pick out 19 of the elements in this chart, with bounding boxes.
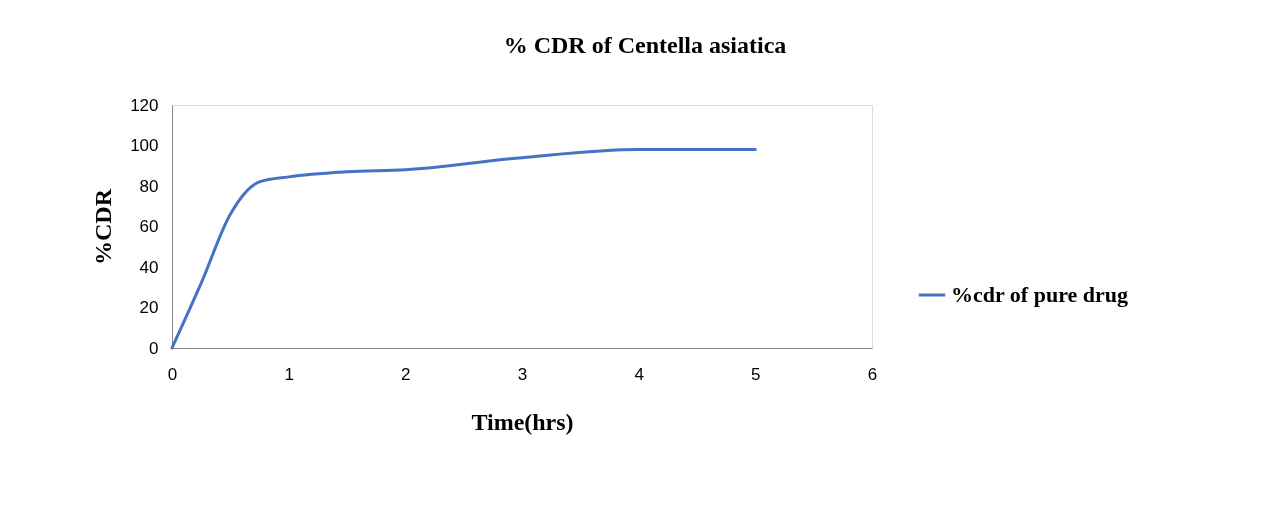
x-tick-label: 2 (401, 364, 411, 384)
y-tick-label: 0 (149, 338, 159, 358)
y-tick-label: 40 (139, 257, 159, 277)
x-tick-label: 0 (167, 364, 178, 384)
legend-label: %cdr of pure drug (951, 282, 1129, 307)
x-tick-label: 4 (634, 364, 644, 384)
y-tick-label: 20 (139, 298, 159, 317)
x-tick-label: 5 (751, 364, 761, 384)
x-tick-label: 1 (284, 364, 294, 384)
y-axis-title: %CDR (90, 188, 117, 265)
chart-title: % CDR of Centella asiatica (503, 32, 787, 58)
y-tick-label: 100 (130, 136, 159, 155)
x-tick-label: 3 (517, 364, 528, 384)
y-tick-label: 60 (139, 217, 159, 236)
x-axis-title: Time(hrs) (471, 408, 574, 435)
line-series (170, 148, 757, 350)
x-tick-label: 6 (867, 364, 878, 384)
y-tick-label: 120 (130, 95, 159, 115)
y-tick-label: 80 (139, 176, 159, 196)
